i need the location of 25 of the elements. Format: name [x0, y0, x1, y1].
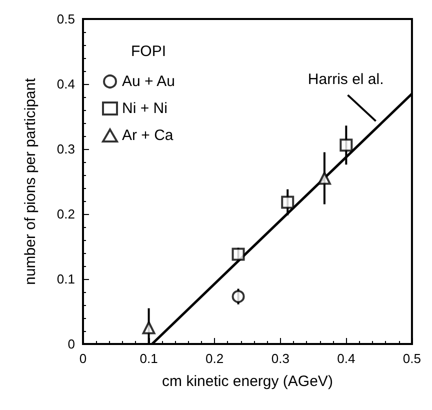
- y-tick-label: 0.5: [56, 12, 75, 26]
- x-tick-label: 0: [79, 351, 87, 366]
- y-tick-label: 0: [68, 336, 75, 352]
- point: [281, 196, 294, 209]
- legend-label: Au + Au: [122, 73, 175, 90]
- legend-label: Ar + Ca: [122, 127, 174, 144]
- annotation: Harris el al.: [308, 71, 384, 88]
- point: [232, 248, 245, 261]
- y-axis-title: number of pions per participant: [22, 77, 39, 285]
- x-tick-label: 0.5: [402, 351, 422, 366]
- point: [142, 321, 156, 334]
- x-tick-label: 0.3: [271, 351, 290, 366]
- legend-label: Ni + Ni: [122, 100, 168, 117]
- y-tick-label: 0.2: [56, 206, 75, 222]
- y-tick-label: 0.4: [56, 76, 75, 92]
- legend-title: FOPI: [131, 43, 166, 60]
- y-tick-label: 0.1: [56, 272, 75, 286]
- point: [232, 290, 245, 304]
- y-tick-label: 0.3: [56, 142, 75, 156]
- point: [340, 138, 353, 152]
- x-tick-label: 0.4: [337, 351, 356, 366]
- x-axis-title: cm kinetic energy (AGeV): [162, 373, 333, 390]
- point: [318, 172, 331, 185]
- x-tick-label: 0.2: [206, 351, 224, 366]
- x-tick-label: 0.1: [140, 351, 158, 366]
